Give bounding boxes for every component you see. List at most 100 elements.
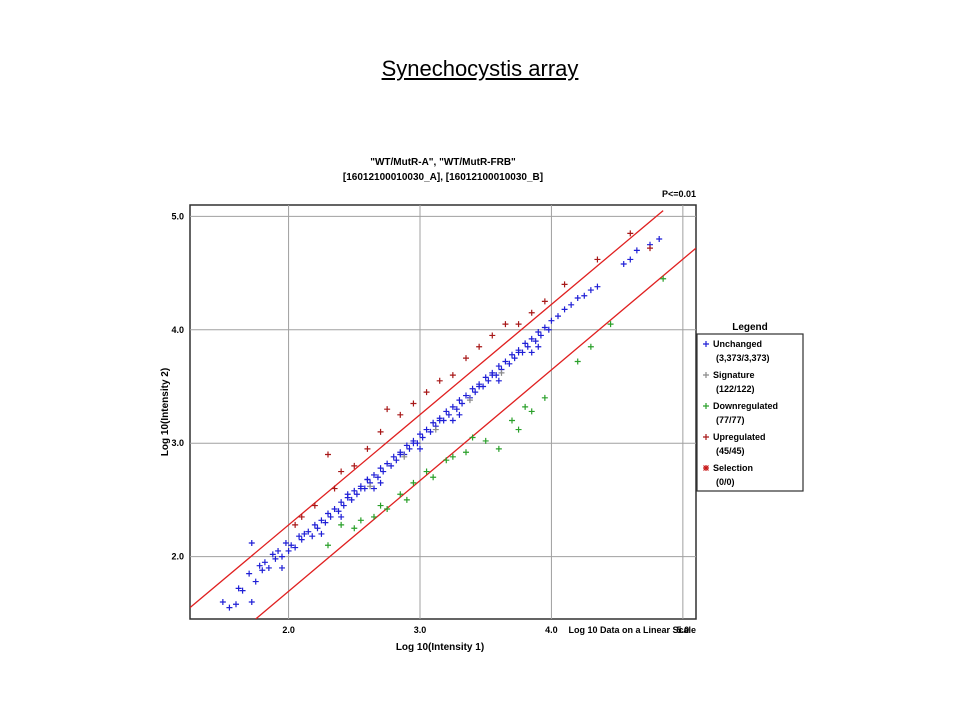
point-unchanged: [285, 547, 292, 554]
point-unchanged: [371, 471, 377, 478]
point-signature: [401, 453, 408, 460]
point-unchanged: [374, 474, 381, 481]
point-unchanged: [427, 428, 434, 435]
point-unchanged: [269, 551, 276, 558]
point-unchanged: [393, 457, 400, 464]
point-unchanged: [463, 392, 469, 399]
point-unchanged: [472, 389, 479, 396]
point-unchanged: [327, 513, 334, 520]
point-downregulated: [607, 321, 614, 328]
legend-count: (0/0): [716, 477, 735, 487]
point-unchanged: [318, 517, 325, 524]
point-unchanged: [340, 502, 347, 509]
point-unchanged: [469, 385, 476, 392]
point-unchanged: [568, 301, 575, 308]
grid-layer: [190, 205, 696, 619]
point-upregulated: [410, 400, 417, 407]
point-unchanged: [449, 403, 456, 410]
legend-label: Selection: [713, 463, 753, 473]
legend-label: Signature: [713, 370, 755, 380]
point-unchanged: [403, 442, 410, 449]
point-downregulated: [660, 275, 667, 282]
point-signature: [466, 397, 473, 404]
point-unchanged: [561, 306, 568, 313]
point-unchanged: [532, 338, 539, 345]
chart-title-line1: "WT/MutR-A", "WT/MutR-FRB": [370, 157, 516, 168]
threshold-lines: [190, 210, 696, 619]
point-downregulated: [541, 394, 548, 401]
point-unchanged: [528, 335, 535, 342]
point-upregulated: [423, 389, 430, 396]
point-unchanged: [456, 411, 463, 418]
point-downregulated: [351, 525, 358, 532]
point-unchanged: [587, 287, 594, 294]
point-unchanged: [309, 533, 316, 540]
point-upregulated: [627, 230, 634, 237]
point-unchanged: [545, 326, 552, 333]
point-downregulated: [449, 453, 456, 460]
legend-items: Unchanged (3,373/3,373) Signature (122/122)…: [703, 339, 778, 487]
point-upregulated: [541, 298, 548, 305]
point-downregulated: [463, 449, 469, 456]
point-downregulated: [587, 343, 594, 350]
point-unchanged: [219, 598, 226, 605]
scale-note: Log 10 Data on a Linear Scale: [568, 625, 696, 635]
point-upregulated: [502, 321, 509, 328]
point-upregulated: [449, 372, 456, 379]
point-unchanged: [338, 499, 345, 506]
point-unchanged: [279, 553, 285, 560]
point-unchanged: [410, 440, 417, 447]
point-upregulated: [463, 355, 469, 362]
point-unchanged: [311, 521, 318, 528]
y-tick-label: 3.0: [171, 438, 184, 448]
legend-box: [696, 333, 804, 492]
point-unchanged: [511, 355, 518, 362]
point-upregulated: [351, 462, 358, 469]
point-unchanged: [252, 578, 259, 585]
point-unchanged: [377, 479, 384, 486]
point-upregulated: [594, 256, 601, 263]
point-upregulated: [377, 428, 384, 435]
point-unchanged: [535, 343, 542, 350]
legend-count: (122/122): [716, 384, 755, 394]
point-unchanged: [555, 313, 561, 320]
point-unchanged: [261, 559, 268, 566]
point-upregulated: [397, 411, 404, 418]
point-upregulated: [528, 309, 535, 316]
point-downregulated: [397, 491, 404, 498]
point-upregulated: [298, 513, 305, 520]
point-unchanged: [581, 292, 588, 299]
point-unchanged: [449, 417, 456, 424]
legend-marker-selection: [703, 465, 709, 471]
point-unchanged: [288, 542, 295, 549]
point-unchanged: [509, 351, 515, 358]
point-downregulated: [430, 474, 437, 481]
legend-count: (77/77): [716, 415, 745, 425]
point-unchanged: [506, 360, 513, 367]
page-title: Synechocystis array: [381, 56, 579, 81]
chart-title-line2: [16012100010030_A], [16012100010030_B]: [343, 172, 543, 183]
point-downregulated: [410, 479, 417, 486]
point-unchanged: [248, 598, 255, 605]
point-downregulated: [423, 468, 430, 475]
point-unchanged: [524, 343, 531, 350]
y-tick-label: 2.0: [171, 552, 184, 562]
point-unchanged: [419, 434, 426, 441]
point-unchanged: [482, 374, 489, 381]
legend-label: Downregulated: [713, 401, 778, 411]
legend-count: (45/45): [716, 446, 745, 456]
point-unchanged: [351, 487, 358, 494]
legend-marker-downregulated: [703, 403, 709, 409]
point-upregulated: [331, 485, 338, 492]
data-points: [219, 230, 667, 611]
point-unchanged: [279, 564, 285, 571]
point-unchanged: [548, 317, 555, 324]
point-upregulated: [338, 468, 345, 475]
point-unchanged: [406, 445, 413, 452]
tick-labels: 2.0 3.0 4.0 5.0 2.0 3.0 4.0 5.0: [171, 211, 689, 635]
point-unchanged: [384, 460, 391, 467]
point-unchanged: [489, 372, 496, 379]
point-unchanged: [388, 462, 395, 469]
point-signature: [432, 426, 439, 433]
point-unchanged: [357, 485, 364, 492]
